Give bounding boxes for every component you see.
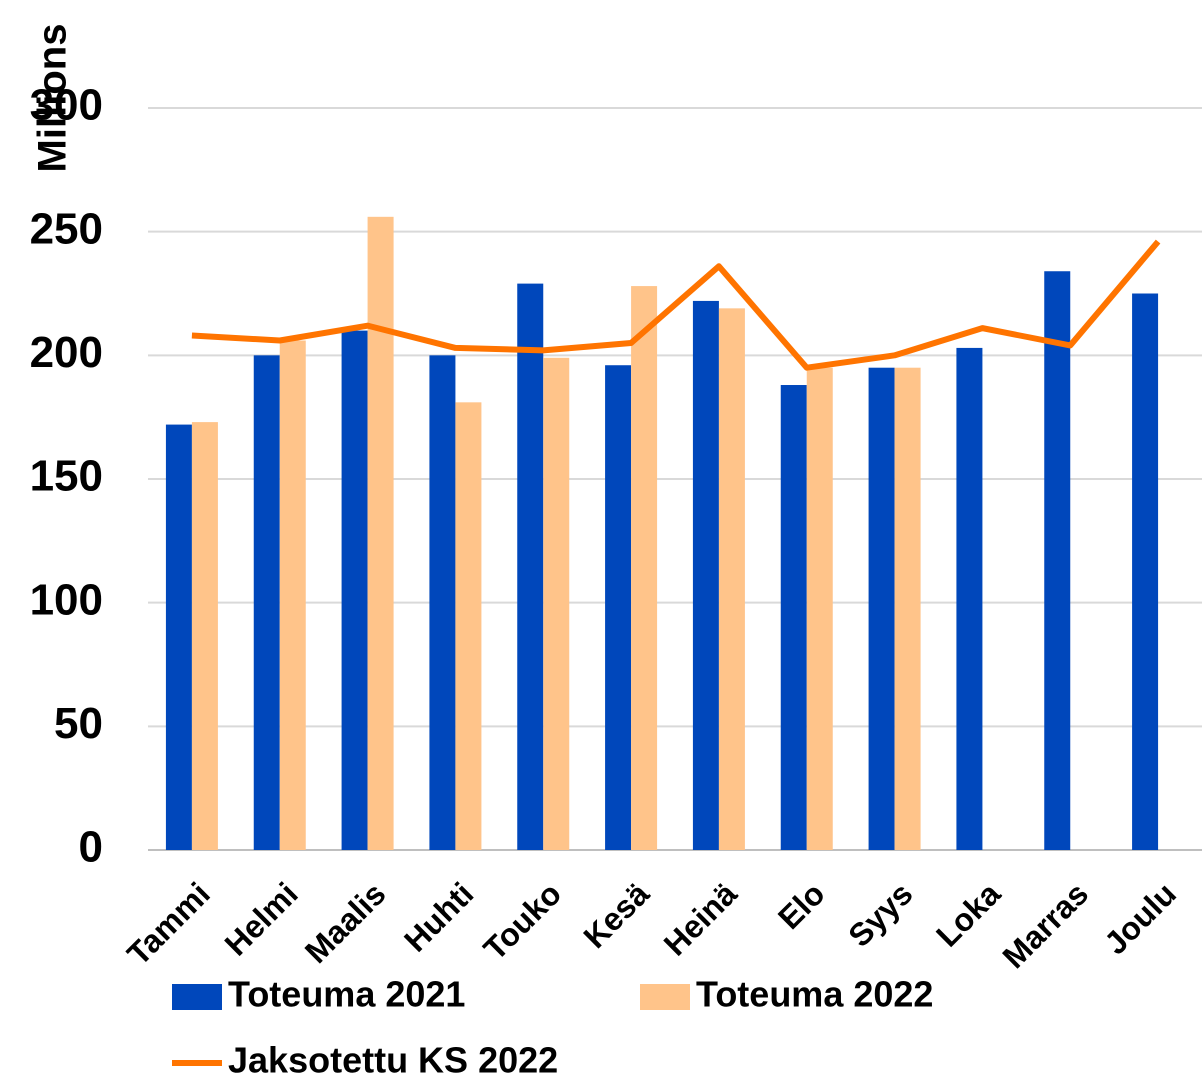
bar (1132, 293, 1159, 850)
bar (780, 385, 807, 850)
bar (165, 424, 192, 850)
legend-label: Toteuma 2022 (696, 974, 933, 1015)
x-tick-label: Kesä (576, 875, 656, 955)
legend-swatch (172, 984, 222, 1010)
bar (718, 308, 745, 851)
bar (1044, 271, 1071, 850)
x-tick-label: Elo (771, 875, 832, 936)
x-tick-label: Marras (996, 875, 1096, 975)
x-tick-label: Maalis (298, 875, 393, 970)
y-tick-label: 200 (30, 328, 103, 377)
bar (367, 216, 394, 850)
bar (191, 422, 218, 850)
legend-swatch (640, 984, 690, 1010)
bar (956, 347, 983, 850)
y-tick-label: 300 (30, 81, 103, 130)
bar (429, 355, 456, 850)
y-tick-label: 100 (30, 575, 103, 624)
bar (279, 340, 306, 850)
bar (806, 367, 833, 850)
bar (543, 357, 570, 850)
x-tick-label: Touko (477, 875, 569, 967)
x-tick-label: Loka (929, 875, 1007, 953)
y-tick-label: 0 (79, 823, 103, 872)
x-tick-label: Tammi (120, 875, 217, 972)
bar (253, 355, 280, 850)
y-axis-label: Millions (31, 24, 75, 173)
legend-label: Jaksotettu KS 2022 (228, 1040, 558, 1080)
y-tick-label: 150 (30, 452, 103, 501)
bar (631, 286, 658, 851)
bar (692, 300, 719, 850)
x-tick-label: Huhti (397, 875, 480, 958)
bar (868, 367, 895, 850)
x-tick-label: Syys (841, 875, 919, 953)
bar (341, 330, 368, 851)
legend-label: Toteuma 2021 (228, 974, 465, 1015)
y-tick-label: 250 (30, 204, 103, 253)
bar (517, 283, 544, 850)
bar (605, 365, 632, 850)
line (191, 239, 1161, 371)
x-tick-label: Joulu (1097, 875, 1183, 961)
bar (894, 367, 921, 850)
x-tick-label: Heinä (657, 875, 744, 962)
y-tick-label: 50 (54, 699, 103, 748)
bar (455, 402, 482, 850)
x-tick-label: Helmi (218, 875, 305, 962)
